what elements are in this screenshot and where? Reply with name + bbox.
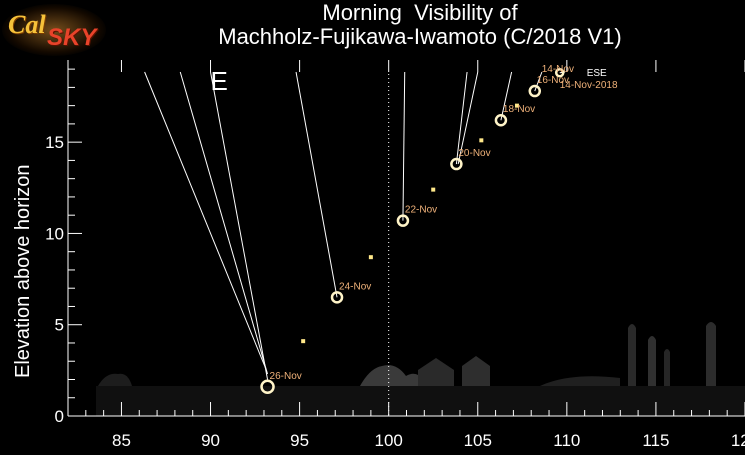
minor-position-marker: [301, 339, 306, 344]
minor-position-marker: [431, 187, 436, 192]
guide-line: [534, 71, 543, 92]
date-label: 14-Nov: [542, 64, 574, 75]
x-tick-label: 85: [112, 431, 131, 450]
house-silhouette: [418, 358, 454, 386]
position-marker: [330, 291, 344, 304]
guide-line: [210, 71, 269, 380]
chart-subtitle: Machholz-Fujikawa-Iwamoto (C/2018 V1): [218, 24, 622, 49]
guide-line: [500, 71, 513, 121]
axes: 85 90 95 100 105 110 115 120 0 5 10 15: [45, 60, 745, 450]
cypress-silhouette: [648, 336, 656, 386]
date-label: 16-Nov: [537, 75, 569, 86]
minor-position-marker: [479, 138, 484, 143]
guide-lines: [144, 71, 566, 380]
date-label: 24-Nov: [339, 281, 371, 292]
x-tick-label: 115: [642, 431, 669, 450]
horizon-scenery: [96, 322, 745, 416]
date-label: 20-Nov: [458, 148, 490, 159]
data-points: [260, 68, 565, 395]
x-tick-label: 120: [731, 431, 745, 450]
x-tick-label: 110: [553, 431, 580, 450]
x-tick-label: 105: [464, 431, 492, 450]
calsky-logo[interactable]: Cal SKY: [2, 4, 110, 58]
bush-silhouette: [98, 373, 132, 386]
logo-glow: [2, 4, 106, 56]
minor-position-marker: [514, 103, 519, 108]
logo-text-sky: SKY: [47, 24, 97, 51]
cypress-silhouette: [628, 324, 636, 386]
y-tick-label: 5: [55, 316, 64, 335]
guide-line: [295, 71, 338, 298]
guide-line: [402, 71, 406, 221]
x-tick-label: 95: [290, 431, 309, 450]
position-marker: [450, 157, 463, 171]
guide-line: [457, 71, 479, 165]
cypress-silhouette: [664, 349, 670, 386]
position-marker: [494, 113, 508, 127]
start-date-label: 14-Nov-2018: [560, 80, 618, 91]
cypress-silhouette: [706, 322, 716, 386]
position-marker: [554, 68, 565, 78]
tree-silhouette: [360, 365, 424, 386]
position-marker: [396, 214, 410, 227]
x-tick-label: 100: [374, 431, 402, 450]
logo-text-cal: Cal: [8, 10, 46, 39]
guide-line: [179, 71, 269, 375]
hill-silhouette: [540, 376, 620, 386]
guide-line: [144, 71, 267, 369]
y-tick-label: 10: [45, 224, 64, 243]
date-label: 18-Nov: [503, 104, 535, 115]
position-marker: [260, 379, 275, 395]
date-label: 26-Nov: [270, 371, 302, 382]
position-marker: [528, 84, 542, 98]
minor-position-marker: [368, 255, 373, 260]
x-tick-label: 90: [201, 431, 220, 450]
direction-label-e: E: [211, 66, 228, 96]
y-tick-label: 15: [45, 133, 64, 152]
direction-label-ese: ESE: [587, 68, 607, 79]
y-tick-label: 0: [55, 407, 64, 426]
chart-title: Morning Visibility of: [322, 0, 518, 25]
date-label: 22-Nov: [405, 205, 437, 216]
guide-line: [455, 71, 468, 165]
barn-silhouette: [462, 356, 490, 386]
